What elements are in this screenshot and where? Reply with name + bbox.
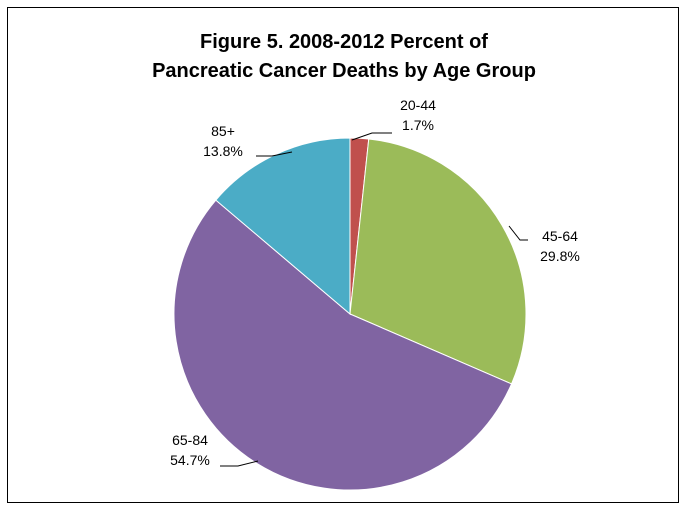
chart-title: Figure 5. 2008-2012 Percent of Pancreati… <box>8 28 680 86</box>
leader-line-85plus <box>256 151 293 157</box>
chart-title-line-1: Figure 5. 2008-2012 Percent of <box>200 31 488 53</box>
slice-value-label: 13.8% <box>203 143 243 159</box>
slice-category-label: 65-84 <box>172 432 208 448</box>
pie-slice-45-64 <box>349 138 527 385</box>
slice-value-label: 1.7% <box>402 117 434 133</box>
leader-line-20-44 <box>351 132 392 141</box>
leader-line-65-84 <box>220 460 259 467</box>
chart-title-line-2: Pancreatic Cancer Deaths by Age Group <box>152 60 536 82</box>
leader-lines <box>220 132 528 467</box>
slice-category-label: 20-44 <box>400 97 436 113</box>
slice-value-label: 29.8% <box>540 248 580 264</box>
pie-slices <box>173 137 527 491</box>
leader-line-45-64 <box>508 225 528 241</box>
slice-category-label: 45-64 <box>542 228 578 244</box>
slice-value-label: 54.7% <box>170 452 210 468</box>
slice-category-label: 85+ <box>211 123 235 139</box>
pie-slice-65-84 <box>173 199 513 491</box>
pie-slice-85plus <box>215 137 351 316</box>
slice-labels: 20-44 1.7% 45-64 29.8% 65-84 54.7% 85+ 13.8% <box>170 97 580 468</box>
